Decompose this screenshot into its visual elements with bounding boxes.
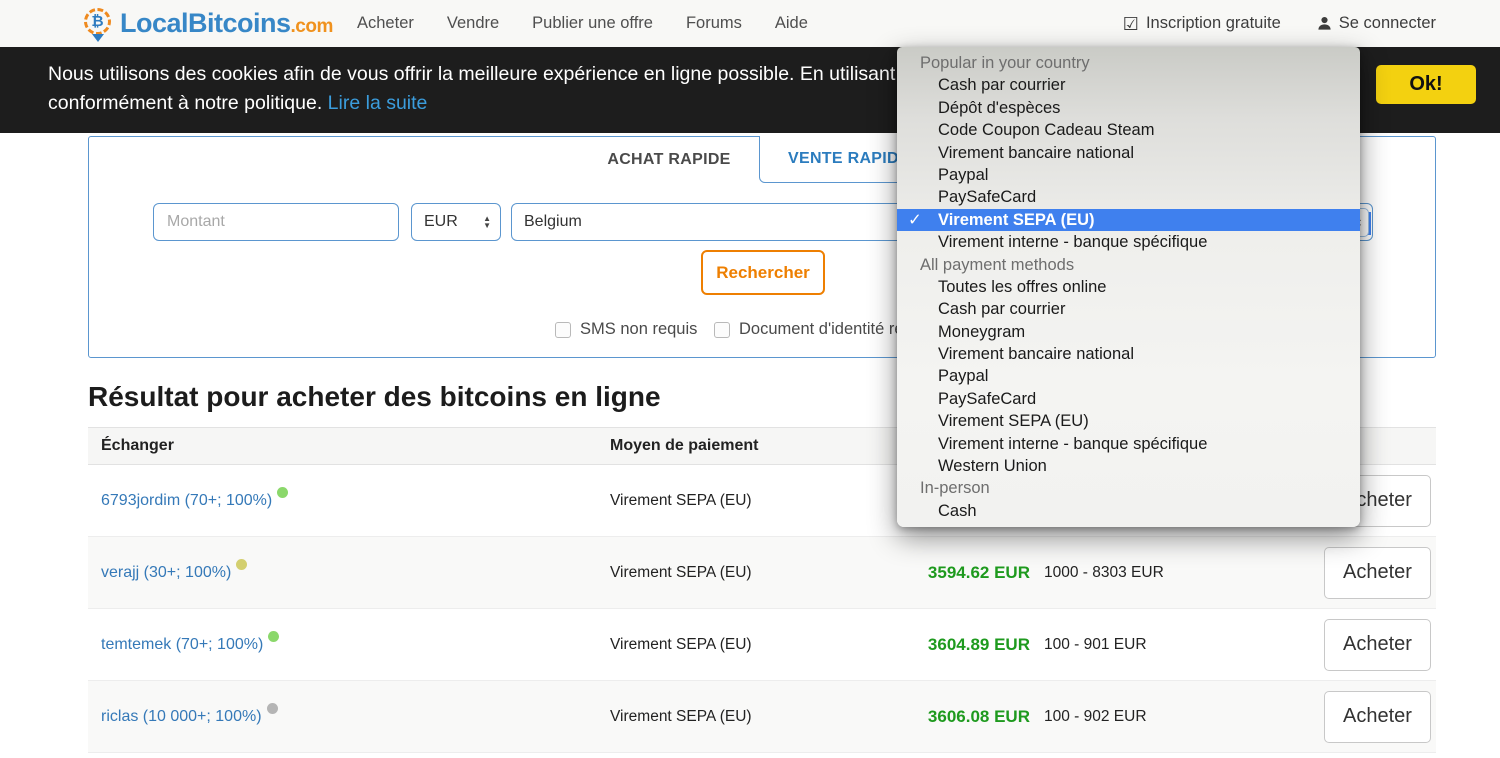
offers-table: Échanger Moyen de paiement 6793jordim (7… — [88, 427, 1436, 753]
buy-cell: Acheter — [1320, 690, 1436, 743]
trader-cell: riclas (10 000+; 100%) — [88, 702, 610, 726]
sms-not-required-checkbox[interactable]: SMS non requis — [555, 320, 697, 339]
checkbox-box[interactable] — [555, 321, 571, 338]
payment-method-cell: Virement SEPA (EU) — [610, 491, 752, 509]
price-cell: 3604.89 EUR — [927, 634, 1030, 654]
bitcoin-pin-icon: ₿ — [84, 8, 111, 42]
dropdown-option[interactable]: Cash — [938, 501, 977, 520]
status-dot-icon — [268, 630, 280, 642]
signup-label: Inscription gratuite — [1145, 14, 1281, 32]
buy-cell: Acheter — [1320, 546, 1436, 599]
currency-select[interactable]: EUR ▲ ▼ — [411, 203, 501, 241]
logo[interactable]: ₿ LocalBitcoins.com — [84, 3, 333, 47]
payment-method-cell: Virement SEPA (EU) — [610, 635, 752, 653]
dropdown-option[interactable]: PaySafeCard — [938, 188, 1037, 207]
checkmark-icon: ✓ — [908, 210, 922, 229]
nav-item[interactable]: Publier une offre — [532, 14, 653, 32]
status-dot-icon — [266, 702, 278, 714]
status-dot-icon — [236, 558, 248, 570]
column-header-trader: Échanger — [101, 437, 174, 454]
dropdown-option[interactable]: Virement bancaire national — [938, 143, 1134, 162]
price-cell: 3594.62 EUR — [927, 562, 1030, 582]
buy-button[interactable]: Acheter — [1324, 546, 1431, 599]
person-icon — [1317, 16, 1332, 31]
checkbox-label: Document d'identité requis — [739, 320, 934, 338]
dropdown-option[interactable]: Western Union — [938, 457, 1047, 476]
offer-row: riclas (10 000+; 100%) Virement SEPA (EU… — [88, 681, 1436, 753]
dropdown-option[interactable]: Paypal — [938, 367, 989, 386]
trader-cell: 6793jordim (70+; 100%) — [88, 486, 610, 510]
dropdown-option[interactable]: Virement bancaire national — [938, 345, 1134, 364]
limits-cell: 100 - 902 EUR — [1044, 707, 1147, 725]
buy-button[interactable]: Acheter — [1324, 690, 1431, 743]
cookie-text-line1: Nous utilisons des cookies afin de vous … — [48, 63, 912, 85]
dropdown-option[interactable]: PaySafeCard — [938, 389, 1037, 408]
cookie-ok-button[interactable]: Ok! — [1376, 65, 1476, 104]
brand-name: LocalBitcoins.com — [120, 8, 334, 38]
nav-item[interactable]: Aide — [774, 14, 808, 32]
trader-cell: verajj (30+; 100%) — [88, 558, 610, 582]
login-link[interactable]: Se connecter — [1317, 14, 1436, 33]
trader-link[interactable]: temtemek (70+; 100%) — [101, 635, 264, 653]
column-header-payment: Moyen de paiement — [610, 437, 759, 454]
trader-link[interactable]: 6793jordim (70+; 100%) — [101, 491, 273, 509]
currency-value: EUR — [424, 213, 458, 230]
buy-button[interactable]: Acheter — [1324, 618, 1431, 671]
dropdown-option[interactable]: Moneygram — [938, 322, 1026, 341]
dropdown-group-label: All payment methods — [920, 255, 1075, 274]
trader-link[interactable]: riclas (10 000+; 100%) — [101, 707, 262, 725]
nav-item[interactable]: Vendre — [446, 14, 500, 32]
signup-link[interactable]: ☑ Inscription gratuite — [1123, 14, 1281, 33]
dropdown-option[interactable]: Virement interne - banque spécifique — [938, 233, 1208, 252]
status-dot-icon — [277, 486, 289, 498]
login-label: Se connecter — [1338, 14, 1436, 32]
payment-method-dropdown: Popular in your country Cash par courrier… — [897, 47, 1360, 528]
results-title: Résultat pour acheter des bitcoins en li… — [88, 381, 661, 412]
dropdown-option[interactable]: ✓ Virement SEPA (EU) — [897, 208, 1360, 232]
tab-achat-rapide[interactable]: ACHAT RAPIDE — [607, 151, 731, 168]
trader-link[interactable]: verajj (30+; 100%) — [101, 563, 232, 581]
dropdown-group-label: In-person — [920, 479, 990, 498]
offer-row: temtemek (70+; 100%) Virement SEPA (EU) … — [88, 609, 1436, 681]
buy-cell: Acheter — [1320, 618, 1436, 671]
limits-cell: 100 - 901 EUR — [1044, 635, 1147, 653]
id-document-checkbox[interactable]: Document d'identité requis — [714, 320, 934, 339]
dropdown-option[interactable]: Code Coupon Cadeau Steam — [938, 121, 1155, 140]
top-navbar: ₿ LocalBitcoins.com Acheter Vendre Publier… — [0, 0, 1500, 47]
country-value: Belgium — [524, 213, 582, 230]
payment-method-cell: Virement SEPA (EU) — [610, 563, 752, 581]
dropdown-option[interactable]: Virement SEPA (EU) — [938, 412, 1089, 431]
checkbox-label: SMS non requis — [580, 320, 698, 338]
amount-input[interactable] — [153, 203, 399, 241]
checkbox-icon: ☑ — [1122, 13, 1139, 34]
cookie-text-line2: conformément à notre politique. — [48, 92, 323, 114]
cookie-text: Nous utilisons des cookies afin de vous … — [48, 60, 912, 118]
payment-method-cell: Virement SEPA (EU) — [610, 707, 752, 725]
offer-row: verajj (30+; 100%) Virement SEPA (EU) 35… — [88, 537, 1436, 609]
brand-tld: .com — [290, 16, 334, 37]
nav-item[interactable]: Forums — [685, 14, 742, 32]
nav-right: ☑ Inscription gratuite Se connecter — [1123, 0, 1436, 47]
dropdown-option[interactable]: Cash par courrier — [938, 300, 1066, 319]
table-body: 6793jordim (70+; 100%) Virement SEPA (EU… — [88, 465, 1436, 753]
stepper-icon: ▲▼ — [483, 214, 491, 230]
checkbox-box[interactable] — [714, 321, 730, 338]
read-more-link[interactable]: Lire la suite — [327, 92, 428, 114]
dropdown-option[interactable]: Dépôt d'espèces — [938, 98, 1061, 117]
dropdown-group-label: Popular in your country — [920, 54, 1090, 72]
dropdown-option[interactable]: Cash par courrier — [938, 76, 1066, 95]
nav-item[interactable]: Acheter — [357, 14, 414, 32]
trader-cell: temtemek (70+; 100%) — [88, 630, 610, 654]
main-nav: Acheter Vendre Publier une offre Forums Aide — [357, 0, 808, 47]
dropdown-option[interactable]: Toutes les offres online — [938, 277, 1107, 296]
search-button[interactable]: Rechercher — [701, 250, 825, 295]
dropdown-option[interactable]: Paypal — [938, 165, 989, 184]
limits-cell: 1000 - 8303 EUR — [1044, 563, 1164, 581]
price-cell: 3606.08 EUR — [927, 706, 1030, 726]
dropdown-option[interactable]: Virement interne - banque spécifique — [938, 434, 1208, 453]
